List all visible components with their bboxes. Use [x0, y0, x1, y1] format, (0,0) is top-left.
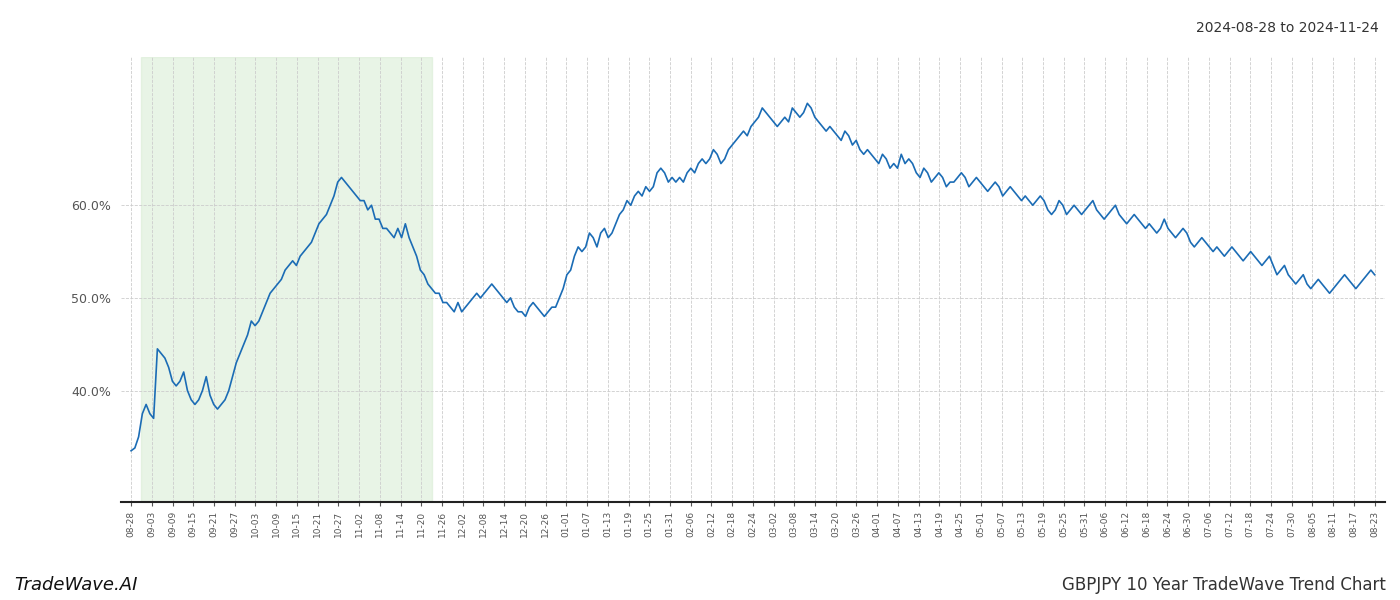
Text: 2024-08-28 to 2024-11-24: 2024-08-28 to 2024-11-24: [1196, 21, 1379, 35]
Text: GBPJPY 10 Year TradeWave Trend Chart: GBPJPY 10 Year TradeWave Trend Chart: [1063, 576, 1386, 594]
Bar: [141, 57, 431, 502]
Text: TradeWave.AI: TradeWave.AI: [14, 576, 137, 594]
